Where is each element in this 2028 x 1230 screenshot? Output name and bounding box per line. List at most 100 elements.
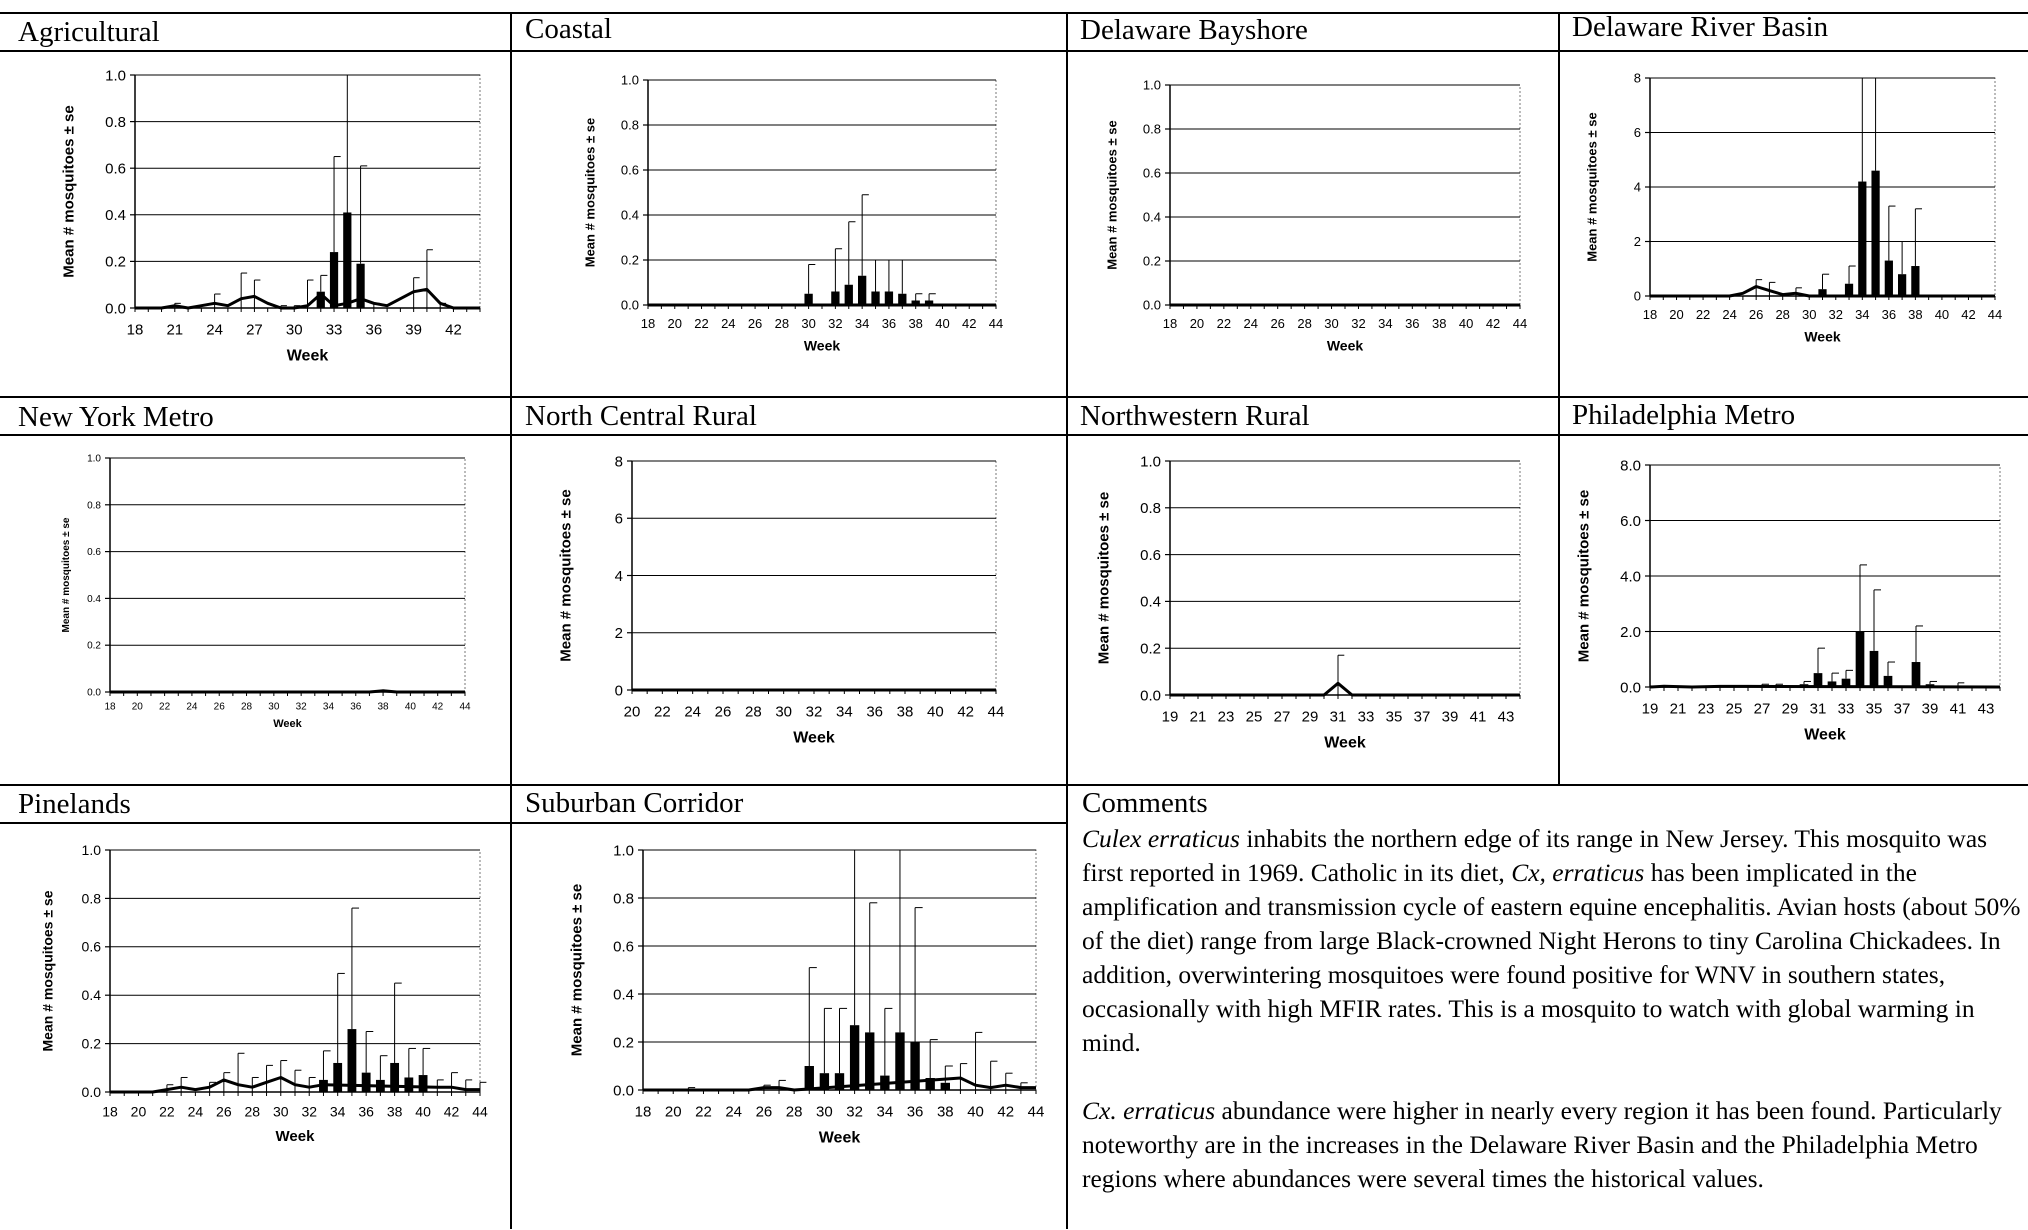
x-tick-label: 42: [957, 703, 974, 720]
x-axis-label: Week: [1804, 329, 1841, 345]
y-tick-label: 1.0: [613, 842, 634, 859]
x-tick-label: 28: [786, 1103, 803, 1120]
x-tick-label: 40: [967, 1103, 984, 1120]
y-tick-label: 1.0: [105, 67, 126, 84]
x-tick-label: 36: [358, 1104, 374, 1120]
y-tick-label: 0.6: [613, 938, 634, 955]
x-tick-label: 30: [816, 1103, 833, 1120]
x-tick-label: 32: [301, 1104, 317, 1120]
y-tick-label: 0.2: [1140, 640, 1161, 657]
comments-body: Culex erraticus inhabits the northern ed…: [1082, 822, 2022, 1230]
comments-text: abundance were higher in nearly every re…: [1082, 1096, 2002, 1193]
mean-line: [1649, 684, 2001, 689]
bar: [1869, 650, 1879, 687]
bar: [1827, 681, 1837, 687]
x-tick-label: 42: [1961, 307, 1975, 322]
x-tick-label: 22: [1696, 307, 1710, 322]
y-axis-label: Mean # mosquitoes ± se: [1096, 492, 1113, 664]
grid-rule-col3: [1558, 12, 1560, 784]
bar: [404, 1077, 414, 1092]
x-tick-label: 20: [1669, 307, 1683, 322]
y-tick-label: 0.4: [82, 987, 102, 1003]
x-tick-label: 21: [1190, 708, 1207, 725]
x-tick-label: 40: [415, 1104, 431, 1120]
bar: [1871, 170, 1880, 296]
x-tick-label: 43: [1978, 700, 1995, 717]
y-tick-label: 0.8: [1143, 122, 1161, 137]
bar: [834, 1073, 845, 1090]
bar: [1818, 289, 1827, 296]
x-tick-label: 26: [216, 1104, 232, 1120]
x-tick-label: 21: [166, 321, 183, 338]
x-tick-label: 36: [1882, 307, 1896, 322]
x-tick-label: 34: [1378, 316, 1392, 331]
bar: [333, 1062, 343, 1092]
x-tick-label: 34: [330, 1104, 346, 1120]
x-tick-label: 30: [268, 702, 280, 713]
grid-rule-row3-top: [0, 784, 2028, 786]
x-tick-label: 44: [988, 703, 1005, 720]
bar: [858, 275, 867, 305]
x-tick-label: 22: [159, 702, 171, 713]
bar: [831, 291, 840, 305]
y-tick-label: 1.0: [621, 73, 639, 88]
y-tick-label: 0.2: [1143, 254, 1161, 269]
y-tick-label: 0.8: [82, 890, 102, 906]
x-tick-label: 26: [1749, 307, 1763, 322]
bar: [1911, 266, 1920, 296]
x-tick-label: 24: [186, 702, 198, 713]
y-tick-label: 0.4: [105, 207, 126, 224]
x-tick-label: 20: [668, 316, 682, 331]
y-tick-label: 0.4: [613, 986, 634, 1003]
y-tick-label: 0.6: [82, 939, 102, 955]
panel-title-north-central-rural: North Central Rural: [525, 400, 757, 432]
x-tick-label: 30: [801, 316, 815, 331]
x-tick-label: 42: [445, 321, 462, 338]
y-axis-label: Mean # mosquitoes ± se: [583, 118, 598, 267]
y-tick-label: 0.4: [87, 594, 101, 605]
y-tick-label: 1.0: [87, 454, 101, 465]
y-tick-label: 0.0: [613, 1082, 634, 1099]
x-tick-label: 30: [1802, 307, 1816, 322]
x-tick-label: 26: [214, 702, 226, 713]
x-tick-label: 20: [131, 1104, 147, 1120]
x-axis-label: Week: [1327, 338, 1364, 354]
x-tick-label: 36: [350, 702, 362, 713]
comments-text: inhabits the northern edge of its range …: [1082, 824, 1988, 887]
y-tick-label: 0: [615, 682, 623, 699]
bar: [804, 1066, 814, 1090]
species-name: Cx. erraticus: [1082, 1096, 1216, 1125]
x-tick-label: 24: [1722, 307, 1736, 322]
bar: [849, 1025, 860, 1090]
x-axis-label: Week: [804, 338, 841, 354]
grid-rule-row3-header: [0, 822, 1068, 824]
x-tick-label: 44: [1988, 307, 2002, 322]
y-tick-label: 0.2: [87, 641, 101, 652]
y-axis-label: Mean # mosquitoes ± se: [1105, 120, 1120, 269]
mean-line: [1650, 285, 1995, 298]
y-tick-label: 0.6: [1140, 547, 1161, 564]
x-tick-label: 23: [1218, 708, 1235, 725]
x-tick-label: 30: [775, 703, 792, 720]
y-tick-label: 6: [615, 511, 623, 528]
x-tick-label: 33: [326, 321, 343, 338]
x-tick-label: 32: [806, 703, 823, 720]
y-axis-label: Mean # mosquitoes ± se: [558, 489, 575, 661]
x-tick-label: 44: [989, 316, 1003, 331]
x-tick-label: 25: [1726, 700, 1743, 717]
bar: [1844, 283, 1854, 296]
bar: [390, 1062, 400, 1092]
panel-title-northwestern-rural: Northwestern Rural: [1080, 400, 1310, 432]
y-tick-label: 0.6: [1143, 166, 1161, 181]
x-tick-label: 44: [472, 1104, 488, 1120]
panel-title-pinelands: Pinelands: [18, 788, 131, 820]
x-tick-label: 24: [725, 1103, 742, 1120]
bar: [940, 1082, 950, 1090]
x-tick-label: 24: [188, 1104, 204, 1120]
bar: [804, 293, 813, 305]
y-axis-label: Mean # mosquitoes ± se: [40, 890, 56, 1051]
y-axis-label: Mean # mosquitoes ± se: [569, 884, 586, 1056]
